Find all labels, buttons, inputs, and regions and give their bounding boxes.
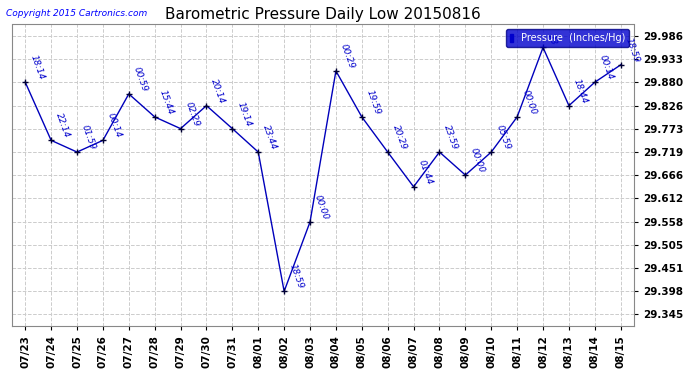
Text: 18:59: 18:59 [624,36,641,64]
Title: Barometric Pressure Daily Low 20150816: Barometric Pressure Daily Low 20150816 [165,7,481,22]
Text: 20:29: 20:29 [391,124,408,151]
Text: 18:44: 18:44 [572,77,589,105]
Text: 18:14: 18:14 [28,54,46,81]
Text: 18:59: 18:59 [287,263,304,291]
Text: 19:59: 19:59 [365,88,382,116]
Text: 23:44: 23:44 [262,124,279,151]
Text: 00:29: 00:29 [339,42,356,70]
Text: 15:44: 15:44 [158,88,175,116]
Text: 01:59: 01:59 [80,124,97,151]
Text: 01:44: 01:44 [417,158,434,186]
Text: 02:29: 02:29 [184,100,201,128]
Text: 00:00: 00:00 [313,194,331,221]
Text: 00:14: 00:14 [598,54,615,81]
Text: 23: 23 [546,33,558,46]
Text: 22:14: 22:14 [55,112,72,140]
Text: 00:00: 00:00 [520,88,538,116]
Text: 23:59: 23:59 [442,124,460,151]
Text: Copyright 2015 Cartronics.com: Copyright 2015 Cartronics.com [6,9,148,18]
Text: 00:00: 00:00 [469,147,486,174]
Text: 20:14: 20:14 [210,77,227,105]
Text: 19:14: 19:14 [235,100,253,128]
Text: 00:14: 00:14 [106,112,124,140]
Legend: Pressure  (Inches/Hg): Pressure (Inches/Hg) [506,29,629,47]
Text: 00:59: 00:59 [132,66,149,93]
Text: 05:59: 05:59 [494,124,512,151]
